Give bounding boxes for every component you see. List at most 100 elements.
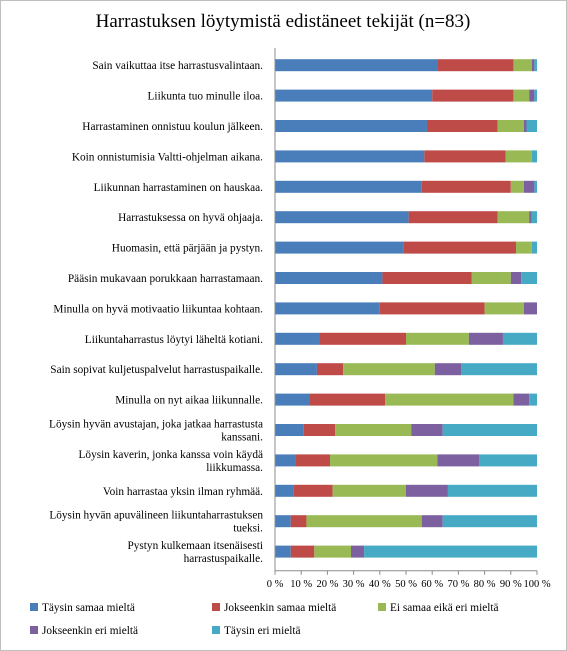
bar-segment-5-series-1 [275,180,422,193]
bar-segment-8-series-5 [521,272,537,284]
legend-swatch [212,603,220,611]
bar-segment-15-series-1 [275,484,294,497]
bar-segment-3-series-1 [275,120,427,132]
legend-swatch [30,603,38,611]
bar-segment-13-series-2 [303,424,336,436]
bar-segment-8-series-2 [382,272,472,284]
legend-swatch [378,603,386,611]
bar-segment-7-series-2 [403,241,517,254]
bar-segment-1-series-3 [513,59,532,72]
x-tick-label: 90 % [500,579,522,590]
legend-label: Jokseenkin eri mieltä [42,625,138,637]
bar-segment-15-series-2 [293,484,333,497]
bar-segment-4-series-5 [531,150,537,163]
bar-segment-7-series-3 [516,241,532,254]
bar-segment-17-series-2 [290,545,315,558]
bar-segment-14-series-1 [275,454,296,467]
bar-segment-15-series-5 [447,484,537,497]
bar-segment-9-series-2 [379,302,485,315]
category-label: Minulla on hyvä motivaatio liikuntaa koh… [53,303,263,315]
x-tick-label: 70 % [447,579,469,590]
bar-segment-12-series-3 [385,393,514,406]
bar-segment-13-series-5 [442,424,537,436]
bar-segment-4-series-2 [424,150,506,163]
category-label: Liikunnan harrastaminen on hauskaa. [94,182,264,194]
bar-segment-10-series-5 [502,332,537,345]
bar-segment-10-series-2 [319,332,406,345]
bar-segment-5-series-4 [523,180,535,193]
category-label: Löysin hyvän apuvälineen liikuntaharrast… [49,510,263,535]
legend-swatch [212,626,220,634]
bar-segment-15-series-3 [332,484,406,497]
bar-segment-13-series-4 [411,424,443,436]
bar-segment-1-series-4 [531,59,535,72]
x-axis: 0 % 10 % 20 % 30 % 40 % 50 % 60 % 70 % 80 % 90 % 1… [267,48,551,590]
bar-segment-11-series-5 [461,363,537,376]
category-label: Harrastaminen onnistuu koulun jälkeen. [82,121,263,133]
category-label: Minulla on nyt aikaa liikunnalle. [115,395,263,407]
bar-segment-8-series-3 [471,272,511,284]
bar-segment-9-series-3 [484,302,524,315]
bar-segment-11-series-4 [434,363,462,376]
bar-segment-11-series-3 [343,363,435,376]
bar-segment-15-series-4 [406,484,448,497]
chart-title: Harrastuksen löytymistä edistäneet tekij… [96,11,471,32]
bar-segment-12-series-5 [529,393,537,406]
bar-segment-1-series-1 [275,59,438,72]
bar-segment-16-series-2 [290,515,307,528]
category-label: Pystyn kulkemaan itsenäisesti harrastuspa… [127,540,263,565]
x-tick-label: 20 % [316,579,338,590]
bar-segment-10-series-4 [468,332,503,345]
bar-segment-9-series-1 [275,302,380,315]
bar-segment-17-series-1 [275,545,291,558]
legend-label: Täysin samaa mieltä [42,602,135,614]
legend: Täysin samaa mieltä Jokseenkin samaa miel… [30,602,499,637]
bar-segment-12-series-1 [275,393,310,406]
bar-segment-2-series-4 [529,89,535,102]
category-label: Liikunta tuo minulle iloa. [148,91,264,103]
bar-segment-4-series-1 [275,150,425,163]
bar-segment-17-series-5 [364,545,537,558]
bar-segment-3-series-2 [426,120,498,132]
legend-label: Jokseenkin samaa mieltä [224,602,336,614]
category-label: Huomasin, että pärjään ja pystyn. [112,243,263,255]
bar-segment-14-series-3 [330,454,438,467]
bar-segment-2-series-5 [534,89,537,102]
bar-segment-11-series-1 [275,363,317,376]
bar-segment-9-series-4 [523,302,537,315]
category-label: Sain sopivat kuljetuspalvelut harrastusp… [50,364,263,376]
bar-segment-16-series-4 [421,515,443,528]
bar-segment-16-series-5 [442,515,537,528]
bar-segment-10-series-1 [275,332,320,345]
x-tick-label: 80 % [474,579,496,590]
bar-segment-7-series-1 [275,241,404,254]
bar-segment-3-series-5 [526,120,537,132]
bar-segment-5-series-5 [534,180,537,193]
legend-label: Ei samaa eikä eri mieltä [390,602,499,614]
bar-segment-12-series-4 [513,393,530,406]
x-tick-label: 30 % [343,579,365,590]
bar-segment-13-series-3 [335,424,412,436]
x-tick-label: 0 % [267,579,284,590]
legend-label: Täysin eri mieltä [224,625,301,637]
category-label: Löysin kaverin, jonka kanssa voin käydä l… [79,449,264,474]
bar-segment-14-series-2 [295,454,331,467]
bar-segment-8-series-4 [510,272,522,284]
bar-segment-3-series-4 [523,120,527,132]
bar-segment-8-series-1 [275,272,383,284]
bar-segment-5-series-2 [421,180,511,193]
bar-segment-17-series-3 [314,545,351,558]
bar-segment-2-series-3 [513,89,530,102]
bar-segment-11-series-2 [316,363,344,376]
bar-segment-6-series-1 [275,211,409,224]
x-tick-label: 40 % [369,579,391,590]
bar-segment-1-series-2 [437,59,514,72]
bar-segment-6-series-4 [529,211,532,224]
bar-segment-2-series-1 [275,89,433,102]
bar-segment-6-series-5 [531,211,537,224]
category-label: Harrastuksessa on hyvä ohjaaja. [118,212,263,224]
bars-group [275,59,537,558]
bar-segment-3-series-3 [497,120,524,132]
